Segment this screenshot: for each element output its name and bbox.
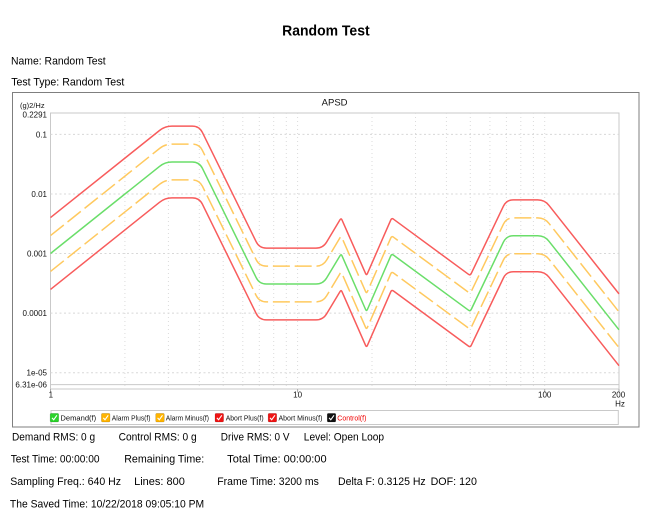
svg-text:Control(f): Control(f)	[337, 414, 367, 423]
svg-text:100: 100	[538, 391, 552, 400]
svg-text:Alarm Minus(f): Alarm Minus(f)	[166, 414, 210, 423]
svg-text:DOF: 120: DOF: 120	[431, 476, 477, 488]
svg-text:0.1: 0.1	[36, 130, 48, 139]
svg-text:Abort Minus(f): Abort Minus(f)	[279, 414, 323, 423]
svg-text:1e-05: 1e-05	[27, 369, 48, 378]
svg-text:Remaining Time:: Remaining Time:	[124, 453, 204, 465]
svg-text:APSD: APSD	[322, 98, 348, 109]
svg-text:Level: Open Loop: Level: Open Loop	[304, 431, 384, 443]
svg-text:6.31e-06: 6.31e-06	[15, 381, 47, 390]
svg-text:Lines: 800: Lines: 800	[134, 476, 185, 488]
svg-text:Test Type: Random Test: Test Type: Random Test	[11, 77, 124, 89]
svg-text:Test Time: 00:00:00: Test Time: 00:00:00	[11, 453, 100, 465]
svg-text:Demand(f): Demand(f)	[60, 414, 96, 423]
svg-text:10: 10	[293, 391, 302, 400]
svg-text:Total Time: 00:00:00: Total Time: 00:00:00	[227, 453, 326, 465]
svg-text:Control RMS: 0 g: Control RMS: 0 g	[119, 431, 197, 443]
svg-text:0.2291: 0.2291	[23, 111, 48, 120]
svg-text:Demand RMS: 0 g: Demand RMS: 0 g	[12, 431, 95, 443]
svg-text:0.001: 0.001	[27, 249, 48, 258]
svg-text:0.01: 0.01	[31, 190, 47, 199]
svg-text:The Saved Time: 10/22/2018 09:: The Saved Time: 10/22/2018 09:05:10 PM	[10, 499, 204, 511]
svg-text:Sampling Freq.: 640 Hz: Sampling Freq.: 640 Hz	[10, 476, 121, 488]
svg-text:Frame Time: 3200 ms: Frame Time: 3200 ms	[217, 476, 319, 488]
svg-text:Delta F: 0.3125 Hz: Delta F: 0.3125 Hz	[338, 476, 426, 488]
svg-text:(g)2/Hz: (g)2/Hz	[20, 101, 45, 110]
svg-text:Random Test: Random Test	[282, 23, 370, 40]
svg-text:Hz: Hz	[615, 400, 625, 409]
svg-text:Name: Random Test: Name: Random Test	[11, 55, 106, 67]
svg-text:Alarm Plus(f): Alarm Plus(f)	[112, 414, 151, 423]
svg-text:200: 200	[612, 391, 626, 400]
svg-text:Drive RMS: 0 V: Drive RMS: 0 V	[221, 431, 290, 443]
svg-text:1: 1	[49, 391, 54, 400]
svg-text:Abort Plus(f): Abort Plus(f)	[226, 414, 264, 423]
svg-text:0.0001: 0.0001	[23, 309, 48, 318]
